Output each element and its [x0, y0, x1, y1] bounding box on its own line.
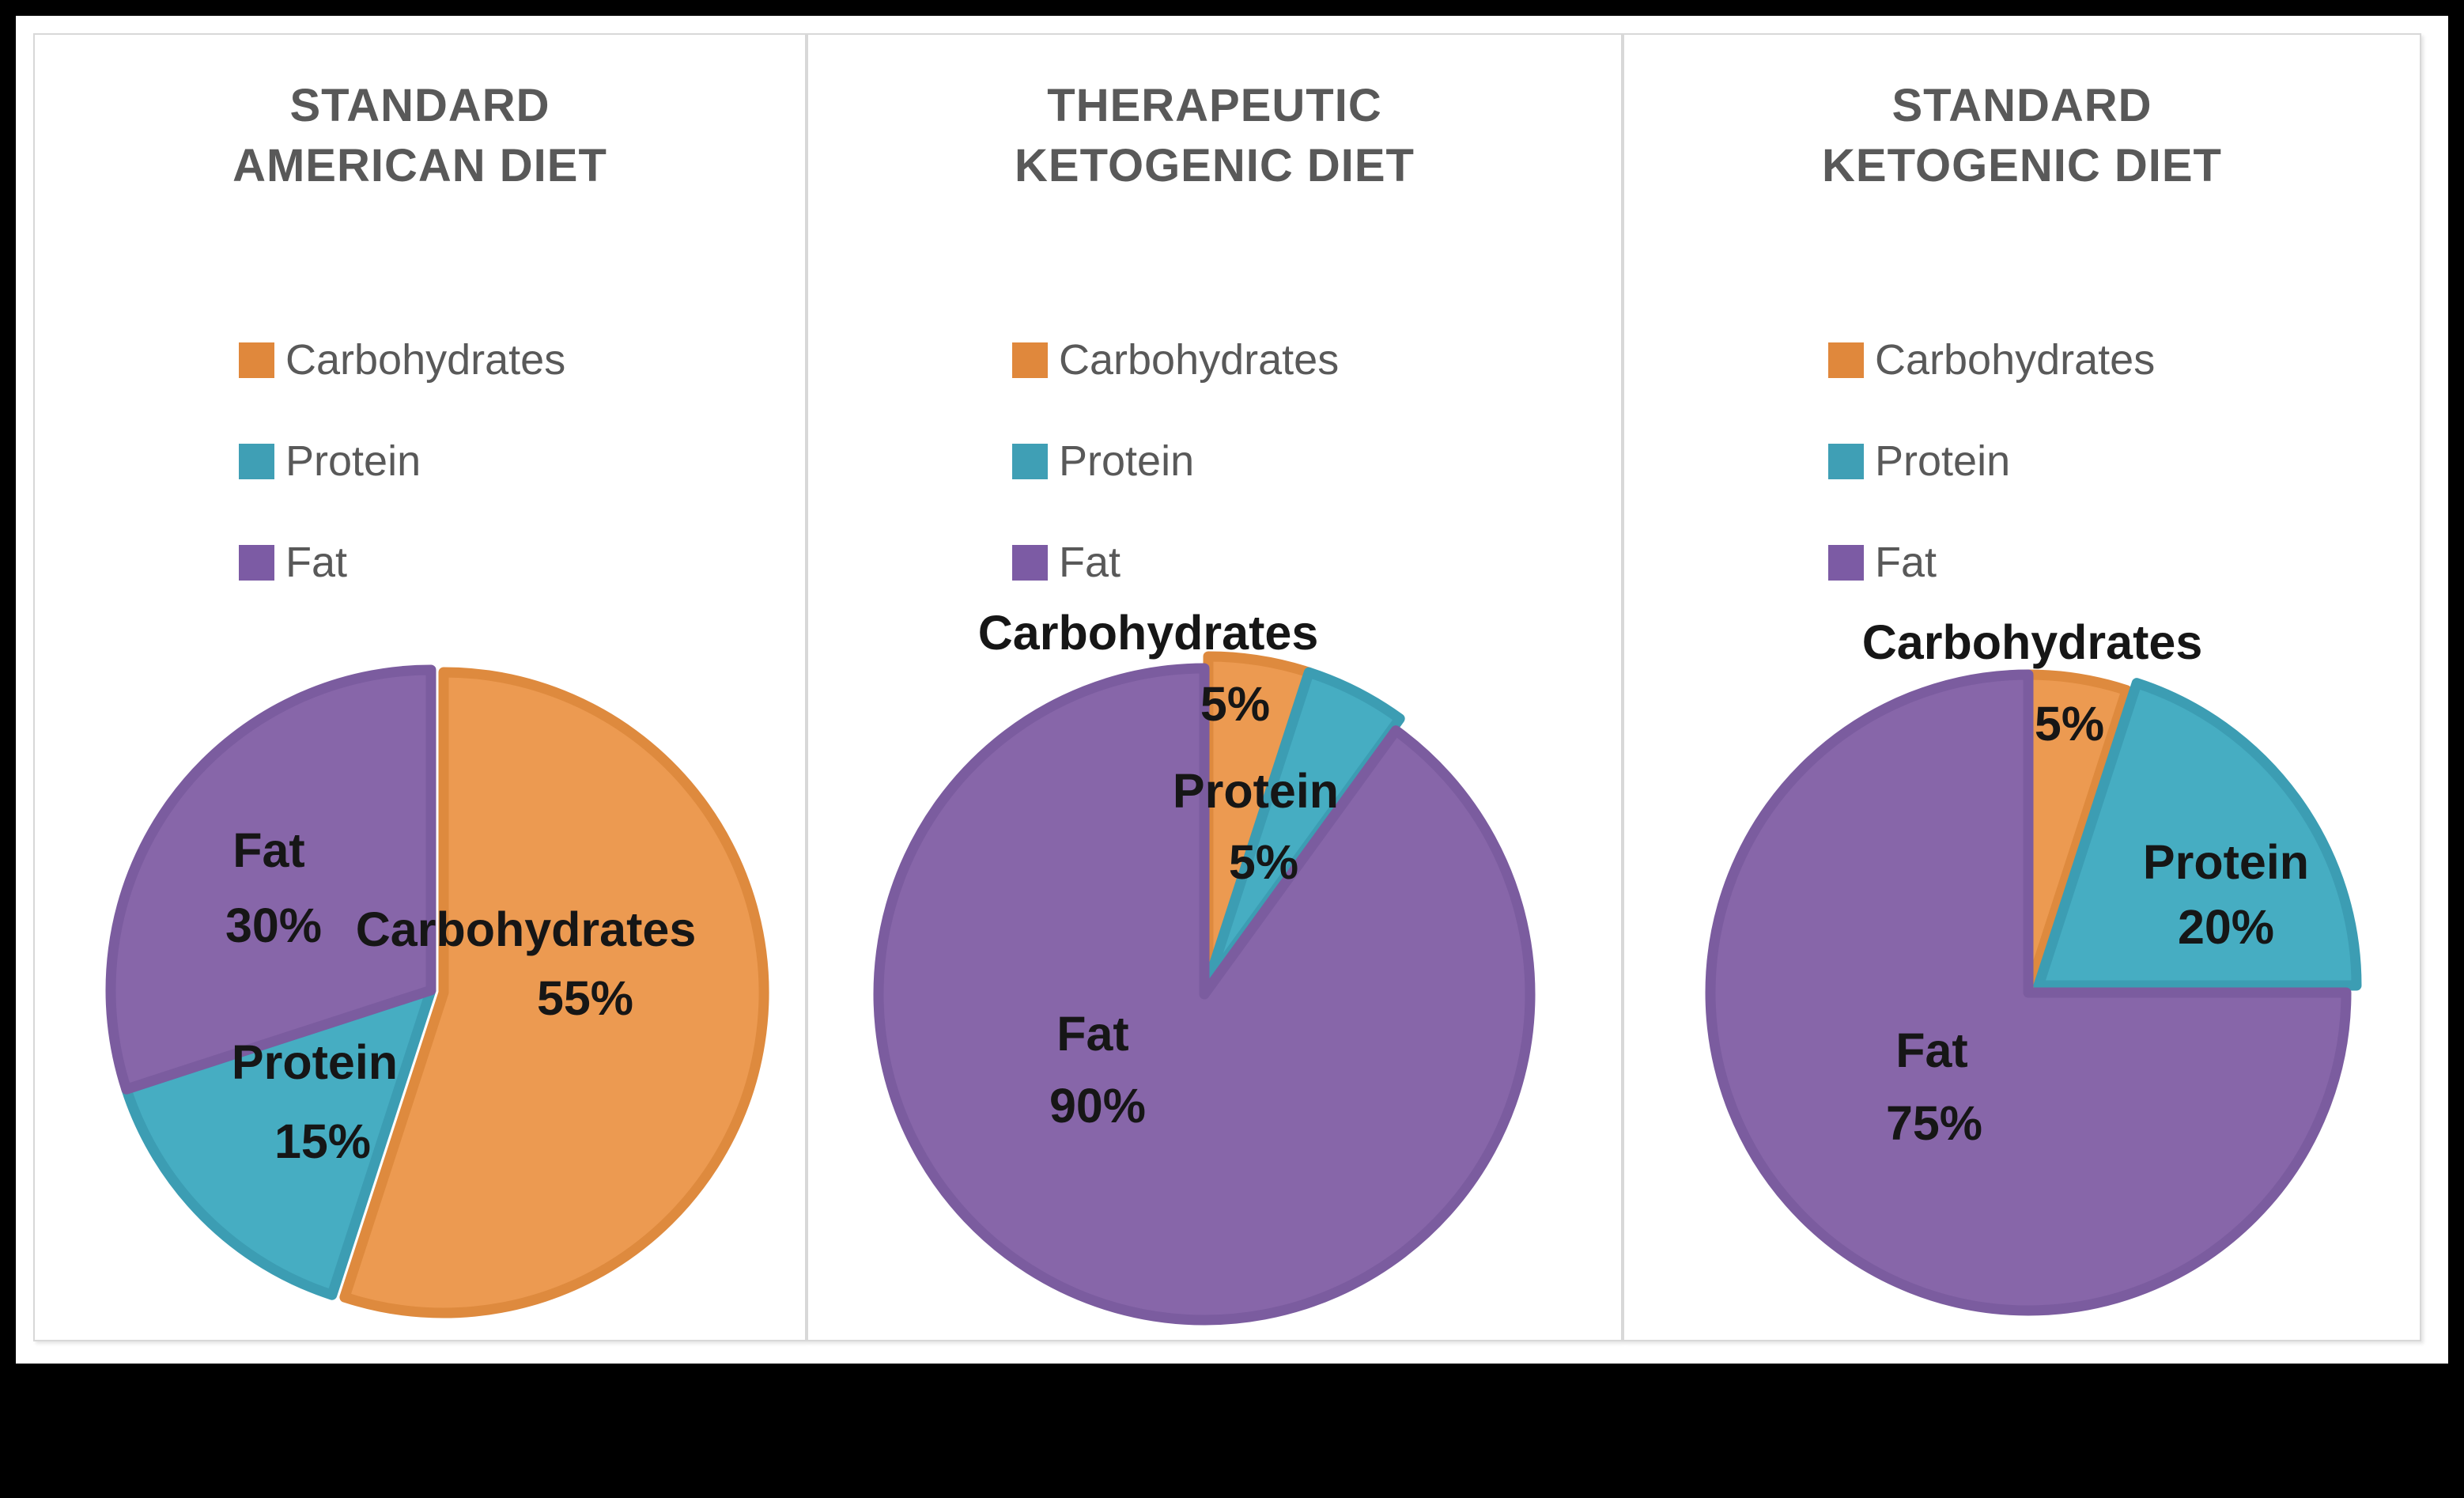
- page-title: THERAPEUTIC KETOGENIC DIET: [808, 76, 1621, 196]
- slice-value-protein: 20%: [2178, 900, 2274, 954]
- pie-slice-fat: [1705, 669, 2352, 1316]
- legend-swatch-carbohydrates-icon: [239, 342, 274, 378]
- legend-swatch-protein-icon: [1828, 443, 1864, 479]
- legend: Carbohydrates Protein Fat: [1828, 336, 2155, 586]
- pie-slice-fat: [105, 664, 436, 1095]
- legend-item-carbohydrates: Carbohydrates: [1828, 336, 2155, 384]
- slice-value-protein: 15%: [274, 1114, 371, 1168]
- legend-swatch-carbohydrates-icon: [1012, 342, 1048, 378]
- legend-item-fat: Fat: [239, 539, 565, 586]
- pie-chart-therapeutic-ketogenic-diet: Carbohydrates 5% Protein 5% Fat 90%: [873, 606, 1536, 1326]
- pie-slice-protein: [2033, 678, 2362, 991]
- legend: Carbohydrates Protein Fat: [1012, 336, 1339, 586]
- title-line-2: KETOGENIC DIET: [1015, 140, 1415, 191]
- legend-item-fat: Fat: [1012, 539, 1339, 586]
- slice-value-fat: 75%: [1886, 1096, 1982, 1150]
- title-line-2: KETOGENIC DIET: [1822, 140, 2222, 191]
- title-line-1: STANDARD: [289, 80, 550, 131]
- slice-label-carbohydrates: Carbohydrates: [1862, 615, 2203, 669]
- legend-swatch-fat-icon: [239, 544, 274, 581]
- slice-label-protein: Protein: [232, 1035, 398, 1089]
- legend-item-carbohydrates: Carbohydrates: [239, 336, 565, 384]
- legend-item-protein: Protein: [239, 437, 565, 485]
- legend-label: Carbohydrates: [285, 336, 566, 384]
- slice-value-fat: 90%: [1049, 1079, 1146, 1133]
- slice-value-carbohydrates: 55%: [537, 971, 633, 1025]
- pie-chart-standard-american-diet: Carbohydrates 55% Protein 15% Fat 30%: [105, 664, 769, 1318]
- legend-label: Fat: [1059, 539, 1121, 586]
- pie-chart-standard-ketogenic-diet: Carbohydrates 5% Protein 20% Fat 75%: [1705, 615, 2362, 1316]
- pie-slice-fat: [873, 663, 1536, 1326]
- legend-label: Protein: [285, 437, 421, 485]
- slice-value-fat: 30%: [225, 898, 322, 952]
- legend-item-carbohydrates: Carbohydrates: [1012, 336, 1339, 384]
- slice-label-protein: Protein: [2143, 835, 2309, 889]
- title-line-1: STANDARD: [1891, 80, 2152, 131]
- legend-item-protein: Protein: [1828, 437, 2155, 485]
- page-title: STANDARD AMERICAN DIET: [35, 76, 805, 196]
- slice-value-carbohydrates: 5%: [2035, 697, 2104, 751]
- legend-label: Fat: [1875, 539, 1937, 586]
- legend-swatch-protein-icon: [239, 443, 274, 479]
- slice-label-fat: Fat: [1056, 1007, 1129, 1061]
- legend-swatch-carbohydrates-icon: [1828, 342, 1864, 378]
- title-line-1: THERAPEUTIC: [1047, 80, 1382, 131]
- slice-value-protein: 5%: [1229, 835, 1298, 889]
- page-title: STANDARD KETOGENIC DIET: [1624, 76, 2420, 196]
- pie-slice-carbohydrates: [339, 667, 769, 1318]
- slice-label-protein: Protein: [1173, 764, 1339, 818]
- slice-label-carbohydrates: Carbohydrates: [978, 606, 1319, 660]
- legend-swatch-protein-icon: [1012, 443, 1048, 479]
- title-line-2: AMERICAN DIET: [232, 140, 607, 191]
- slice-value-carbohydrates: 5%: [1200, 677, 1270, 731]
- legend-item-protein: Protein: [1012, 437, 1339, 485]
- pie-slice-protein: [1203, 667, 1405, 988]
- slice-label-fat: Fat: [232, 823, 305, 877]
- legend-label: Protein: [1875, 437, 2011, 485]
- legend-label: Fat: [285, 539, 348, 586]
- slice-label-fat: Fat: [1895, 1023, 1968, 1077]
- legend-label: Carbohydrates: [1059, 336, 1340, 384]
- legend-label: Protein: [1059, 437, 1195, 485]
- legend-item-fat: Fat: [1828, 539, 2155, 586]
- legend: Carbohydrates Protein Fat: [239, 336, 565, 586]
- legend-swatch-fat-icon: [1012, 544, 1048, 581]
- slice-label-carbohydrates: Carbohydrates: [356, 902, 697, 956]
- legend-label: Carbohydrates: [1875, 336, 2156, 384]
- legend-swatch-fat-icon: [1828, 544, 1864, 581]
